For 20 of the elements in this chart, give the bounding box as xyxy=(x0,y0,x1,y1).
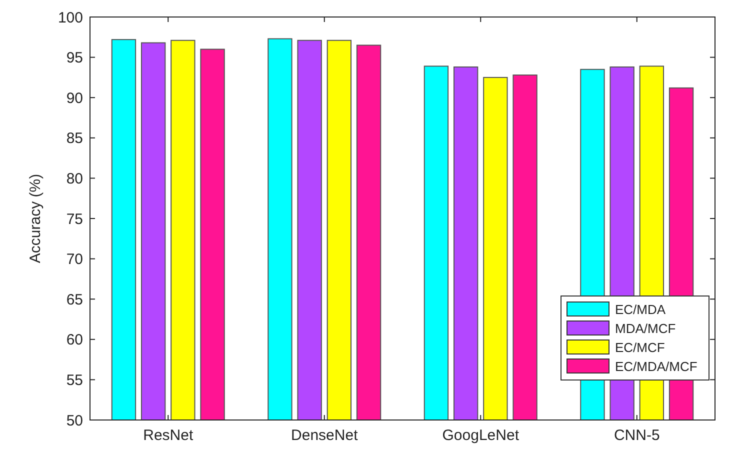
y-tick-label: 85 xyxy=(66,130,83,148)
y-tick-label: 60 xyxy=(66,332,83,349)
y-tick-label: 95 xyxy=(66,50,83,67)
legend-label: MDA/MCF xyxy=(615,321,676,336)
x-tick-label: ResNet xyxy=(143,427,194,444)
y-tick-label: 90 xyxy=(66,90,83,107)
y-tick-label: 70 xyxy=(66,251,83,268)
legend-label: EC/MDA/MCF xyxy=(615,359,698,374)
y-tick-label: 55 xyxy=(66,372,83,389)
y-tick-label: 100 xyxy=(58,9,83,26)
x-tick-label: CNN-5 xyxy=(614,427,660,444)
y-tick-label: 75 xyxy=(66,210,83,228)
y-tick-label: 50 xyxy=(66,412,83,430)
x-tick-label: DenseNet xyxy=(291,427,359,444)
y-axis-title: Accuracy (%) xyxy=(27,174,44,264)
x-tick-label: GoogLeNet xyxy=(442,427,520,444)
legend-label: EC/MCF xyxy=(615,340,665,355)
legend-label: EC/MDA xyxy=(615,302,666,317)
y-tick-label: 80 xyxy=(66,170,83,188)
y-tick-label: 65 xyxy=(66,291,83,308)
